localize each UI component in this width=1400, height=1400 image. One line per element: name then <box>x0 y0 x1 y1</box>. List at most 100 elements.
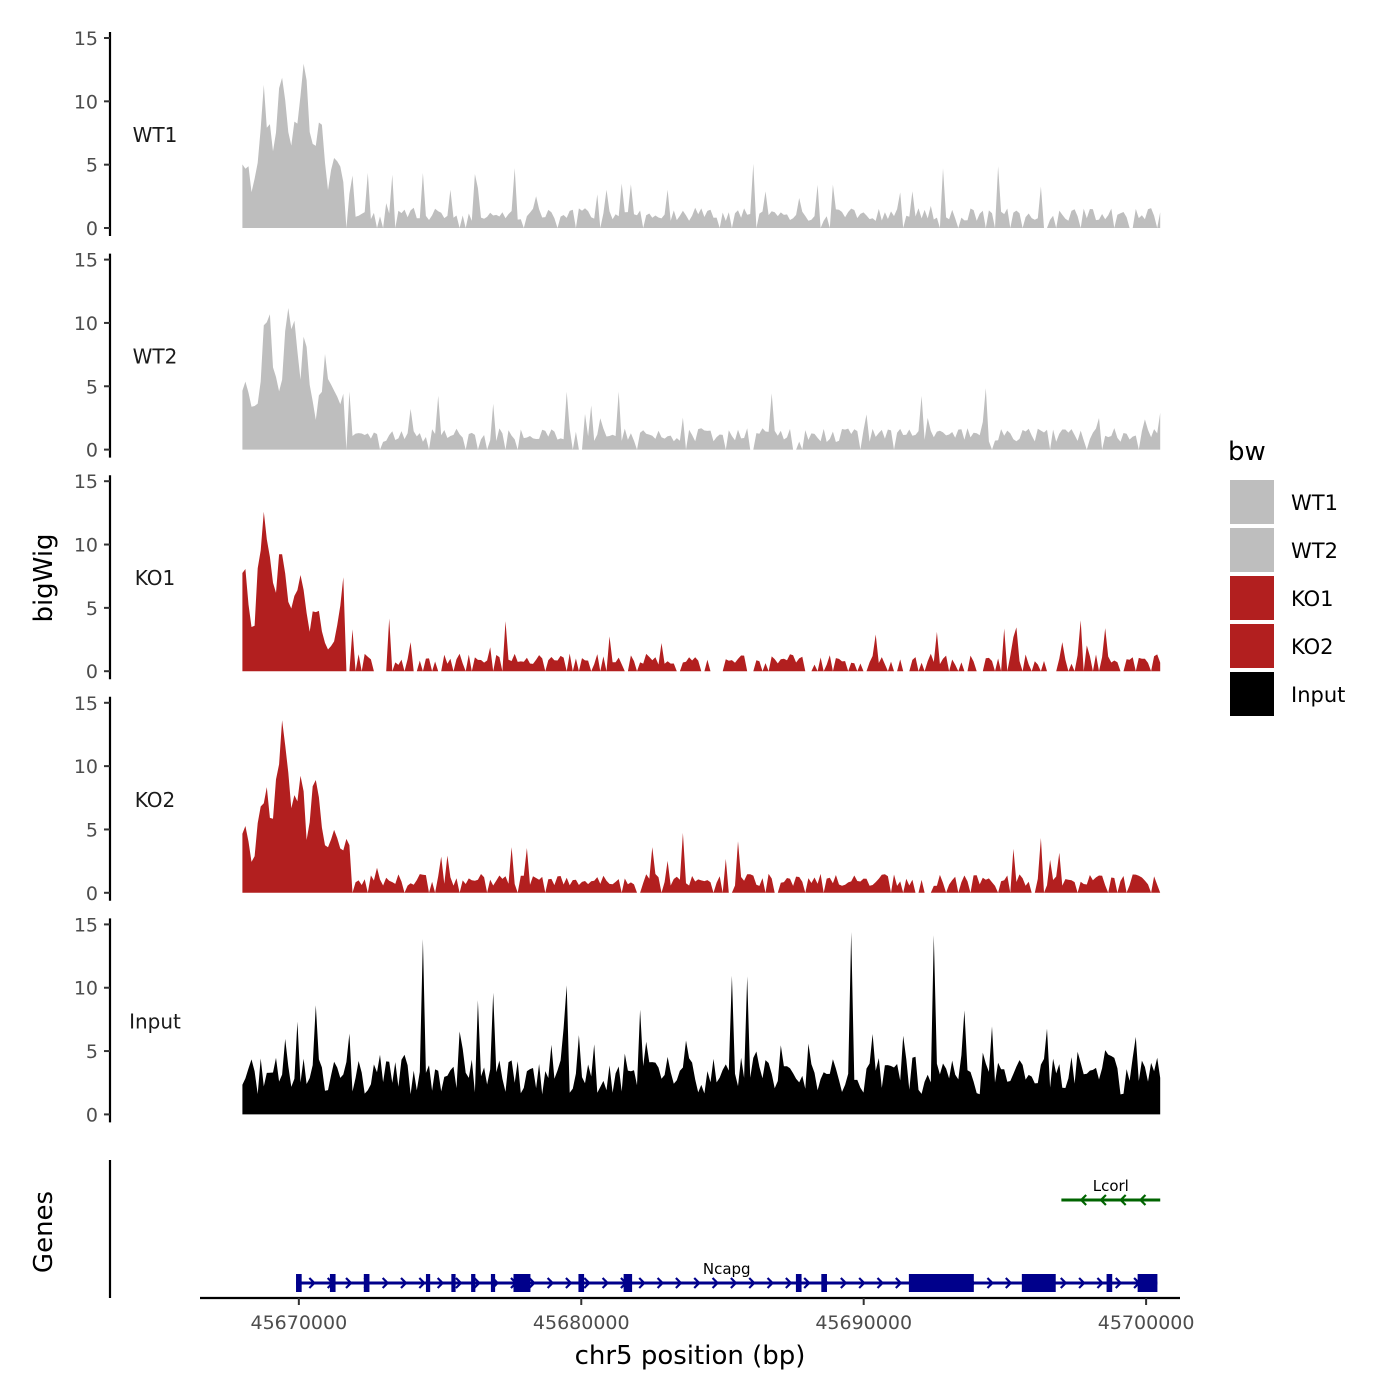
signal-area-input <box>242 932 1161 1115</box>
legend-label: KO2 <box>1291 635 1334 659</box>
exon <box>363 1274 370 1292</box>
strand-arrow <box>693 1277 701 1289</box>
y-tick-label: 5 <box>86 598 98 620</box>
genes-panel: Ncapg Lcorl <box>108 1160 1161 1298</box>
coverage-tracks: 0 5 10 15 WT1 0 5 10 15 WT2 0 5 10 15 KO1 0 5 10 15 KO2 0 5 10… <box>74 28 1161 1126</box>
strand-arrow <box>400 1277 408 1289</box>
strand-arrow <box>766 1277 775 1289</box>
exon <box>513 1274 531 1292</box>
strand-arrow <box>1099 1194 1107 1206</box>
strand-arrow <box>730 1277 738 1289</box>
legend-swatch-ko1 <box>1230 576 1274 620</box>
strand-arrow <box>1138 1194 1147 1206</box>
exon <box>821 1274 827 1292</box>
exon <box>795 1274 802 1292</box>
strand-arrow <box>785 1277 793 1289</box>
strand-arrow <box>895 1277 903 1289</box>
y-tick-label: 0 <box>86 218 98 240</box>
legend-swatch-wt1 <box>1230 480 1274 524</box>
x-axis-title: chr5 position (bp) <box>575 1341 806 1371</box>
exon <box>296 1274 302 1292</box>
exon <box>1137 1274 1158 1292</box>
strand-arrow <box>1078 1277 1086 1289</box>
exon <box>578 1274 585 1292</box>
track-label: Input <box>129 1009 181 1033</box>
track-label: WT2 <box>133 345 178 369</box>
y-tick-label: 10 <box>74 756 98 778</box>
exon <box>490 1274 496 1292</box>
exon <box>451 1274 456 1292</box>
strand-arrow <box>711 1277 720 1289</box>
track-label: WT1 <box>133 123 178 147</box>
signal-area-wt1 <box>242 63 1161 229</box>
track-input: 0 5 10 15 Input <box>74 914 1161 1126</box>
y-tick-label: 0 <box>86 440 98 462</box>
x-tick-label: 45670000 <box>250 1312 347 1334</box>
exon <box>908 1274 974 1292</box>
strand-arrow <box>473 1277 481 1289</box>
y-tick-label: 10 <box>74 535 98 557</box>
strand-arrow <box>601 1277 610 1289</box>
strand-arrow <box>381 1277 390 1289</box>
legend-label: KO1 <box>1291 587 1334 611</box>
track-label: KO2 <box>135 788 176 812</box>
y-tick-label: 10 <box>74 313 98 335</box>
y-tick-label: 5 <box>86 376 98 398</box>
y-tick-label: 0 <box>86 1104 98 1126</box>
strand-arrow <box>656 1277 665 1289</box>
gene-lcorl: Lcorl <box>1061 1177 1161 1206</box>
y-tick-label: 10 <box>74 91 98 113</box>
strand-arrow <box>876 1277 885 1289</box>
x-tick-label: 45690000 <box>815 1312 912 1334</box>
signal-area-wt2 <box>242 308 1161 450</box>
strand-arrow <box>1114 1277 1123 1289</box>
gene-label: Lcorl <box>1093 1177 1129 1195</box>
y-tick-label: 0 <box>86 883 98 905</box>
strand-arrow <box>1005 1277 1013 1289</box>
strand-arrow <box>840 1277 848 1289</box>
strand-arrow <box>565 1277 573 1289</box>
legend-label: WT2 <box>1291 539 1338 563</box>
legend-label: Input <box>1291 683 1345 707</box>
y-tick-label: 10 <box>74 978 98 1000</box>
signal-area-ko1 <box>242 511 1161 672</box>
exon <box>623 1274 633 1292</box>
strand-arrow <box>858 1277 866 1289</box>
strand-arrow <box>1096 1277 1104 1289</box>
legend-title: bw <box>1228 437 1266 467</box>
y-tick-label: 15 <box>74 250 98 272</box>
signal-area-ko2 <box>242 720 1161 893</box>
strand-arrow <box>436 1277 445 1289</box>
legend-label: WT1 <box>1291 491 1338 515</box>
y-tick-label: 5 <box>86 819 98 841</box>
x-axis: 45670000 45680000 45690000 45700000 <box>200 1296 1195 1334</box>
strand-arrow <box>748 1277 756 1289</box>
strand-arrow <box>546 1277 555 1289</box>
strand-arrow <box>528 1277 536 1289</box>
x-tick-label: 45680000 <box>533 1312 630 1334</box>
track-wt1: 0 5 10 15 WT1 <box>74 28 1161 240</box>
exon <box>425 1274 431 1292</box>
y-tick-label: 15 <box>74 471 98 493</box>
y-tick-label: 5 <box>86 1041 98 1063</box>
y-tick-label: 15 <box>74 28 98 50</box>
x-tick-label: 45700000 <box>1098 1312 1195 1334</box>
track-ko2: 0 5 10 15 KO2 <box>74 693 1161 905</box>
strand-arrow <box>638 1277 646 1289</box>
strand-arrow <box>1079 1194 1087 1206</box>
y-tick-label: 15 <box>74 693 98 715</box>
legend-swatch-input <box>1230 672 1274 716</box>
strand-arrow <box>308 1277 316 1289</box>
strand-arrow <box>455 1277 463 1289</box>
track-label: KO1 <box>135 566 176 590</box>
track-ko1: 0 5 10 15 KO1 <box>74 471 1161 683</box>
legend: bw WT1 WT2 KO1 KO2 Input <box>1228 437 1345 716</box>
strand-arrow <box>345 1277 353 1289</box>
gene-ncapg: Ncapg <box>296 1260 1158 1292</box>
strand-arrow <box>583 1277 591 1289</box>
strand-arrow <box>803 1277 811 1289</box>
strand-arrow <box>1119 1194 1127 1206</box>
legend-swatch-wt2 <box>1230 528 1274 572</box>
strand-arrow <box>986 1277 995 1289</box>
